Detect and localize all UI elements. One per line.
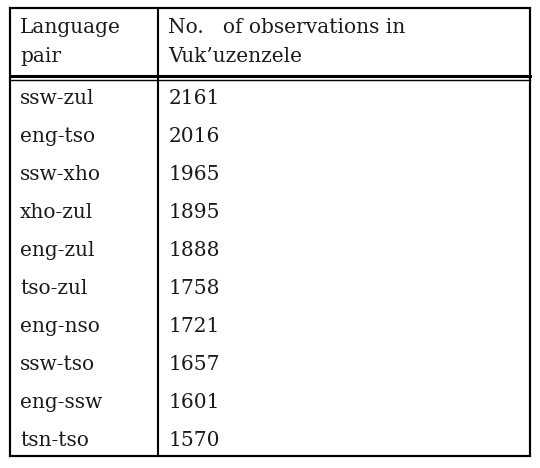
Text: eng-nso: eng-nso [20, 317, 100, 336]
Text: 1888: 1888 [168, 241, 220, 260]
Text: 1657: 1657 [168, 355, 220, 374]
Text: 2161: 2161 [168, 89, 220, 108]
Text: ssw-tso: ssw-tso [20, 355, 95, 374]
Text: 2016: 2016 [168, 127, 220, 146]
Text: 1758: 1758 [168, 279, 220, 298]
Text: eng-ssw: eng-ssw [20, 393, 102, 412]
Text: ssw-xho: ssw-xho [20, 165, 101, 184]
Text: 1895: 1895 [168, 203, 220, 222]
Text: ssw-zul: ssw-zul [20, 89, 94, 108]
Text: eng-zul: eng-zul [20, 241, 94, 260]
Text: 1721: 1721 [168, 317, 220, 336]
Text: 1601: 1601 [168, 393, 220, 412]
Text: 1570: 1570 [168, 431, 220, 450]
Text: eng-tso: eng-tso [20, 127, 95, 146]
Text: No.   of observations in
Vuk’uzenzele: No. of observations in Vuk’uzenzele [168, 18, 406, 66]
Text: Language
pair: Language pair [20, 18, 121, 66]
Text: xho-zul: xho-zul [20, 203, 93, 222]
Text: tsn-tso: tsn-tso [20, 431, 89, 450]
Text: tso-zul: tso-zul [20, 279, 87, 298]
Text: 1965: 1965 [168, 165, 220, 184]
